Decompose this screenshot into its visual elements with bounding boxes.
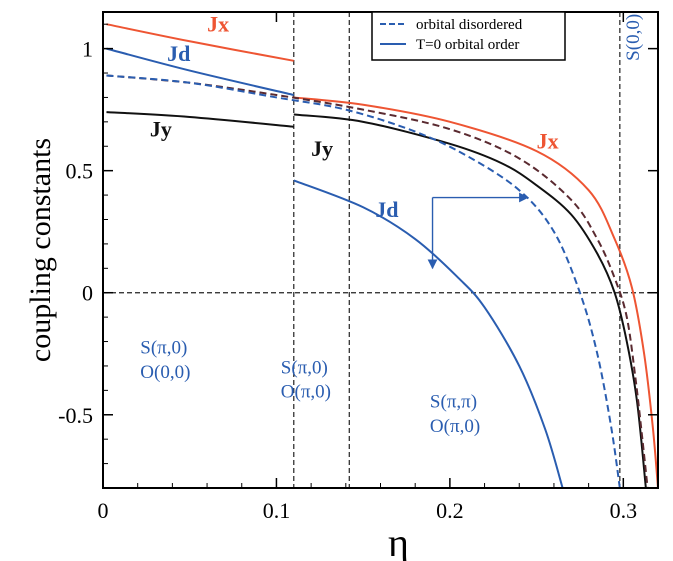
curve-label-jy: Jy: [311, 136, 333, 161]
curve-label-jd: Jd: [167, 41, 190, 66]
legend-label: orbital disordered: [416, 17, 523, 33]
x-tick-label: 0.3: [610, 498, 638, 523]
series-line-jy-segment-1: [293, 113, 647, 488]
series-line-dashed-4-segment-0: [106, 74, 621, 488]
x-tick-label: 0.1: [263, 498, 291, 523]
series-line-jx-segment-0: [106, 23, 294, 62]
y-tick-label: -0.5: [58, 403, 93, 428]
series-line-jy-segment-0: [106, 111, 294, 128]
y-tick-label: 1: [82, 37, 93, 62]
x-tick-label: 0: [98, 498, 109, 523]
region-label: S(0,0): [623, 14, 644, 61]
region-label: S(π,0): [281, 357, 328, 378]
series-line-dashed-3-segment-0: [106, 74, 649, 488]
legend-label: T=0 orbital order: [416, 37, 519, 53]
legend-box: [371, 11, 566, 61]
curve-label-jd: Jd: [375, 197, 398, 222]
x-axis-title: η: [388, 520, 409, 561]
region-label: O(π,0): [281, 382, 331, 403]
curve-label-jx: Jx: [207, 12, 229, 37]
y-axis-title: coupling constants: [24, 138, 57, 362]
series-line-jx-segment-1: [293, 96, 658, 488]
curve-label-jx: Jx: [537, 129, 559, 154]
region-label: S(π,π): [430, 391, 477, 412]
curve-label-jy: Jy: [150, 116, 172, 141]
region-label: S(π,0): [140, 338, 187, 359]
series-group: [106, 23, 658, 488]
series-line-jd-segment-1: [293, 179, 564, 488]
y-tick-label: 0: [82, 281, 93, 306]
x-tick-label: 0.2: [436, 498, 464, 523]
region-label: O(0,0): [140, 362, 190, 383]
y-tick-label: 0.5: [66, 159, 94, 184]
series-line-jd-segment-0: [106, 47, 295, 96]
region-label: O(π,0): [430, 416, 480, 437]
